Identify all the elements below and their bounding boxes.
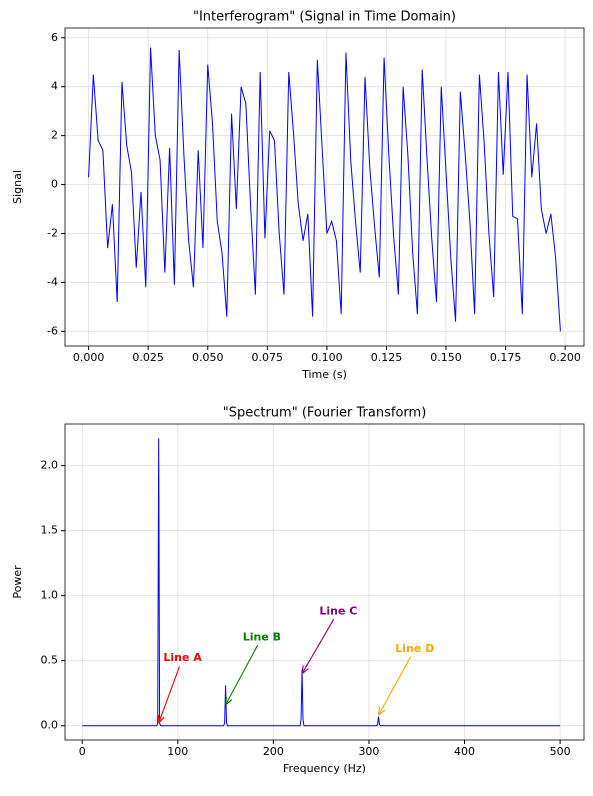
y-tick-label: 4 [51, 80, 58, 93]
signal-line [82, 438, 561, 727]
y-tick-label: 2 [51, 129, 58, 142]
x-tick-label: 0.150 [430, 351, 462, 364]
annotation-arrow [302, 618, 335, 674]
x-tick-label: 0.050 [192, 351, 224, 364]
x-tick-label: 0.175 [490, 351, 522, 364]
x-tick-label: 0.125 [371, 351, 403, 364]
x-tick-label: 200 [263, 745, 284, 758]
x-tick-label: 0.000 [73, 351, 105, 364]
signal-line [88, 47, 561, 332]
annotation-label: Line C [319, 604, 357, 617]
x-tick-label: 0.200 [549, 351, 581, 364]
y-tick-label: 0.0 [41, 719, 59, 732]
x-tick-label: 500 [550, 745, 571, 758]
x-tick-label: 100 [167, 745, 188, 758]
y-tick-label: 2.0 [41, 459, 59, 472]
x-tick-label: 0.100 [311, 351, 343, 364]
annotation-label: Line B [243, 630, 281, 643]
annotation-arrow [159, 666, 180, 724]
y-axis-label: Signal [11, 170, 24, 204]
annotation-arrow [226, 644, 259, 705]
y-tick-label: 1.5 [41, 524, 59, 537]
chart-title: "Interferogram" (Signal in Time Domain) [193, 10, 456, 25]
plot-frame [64, 27, 585, 347]
chart-title: "Spectrum" (Fourier Transform) [223, 406, 427, 421]
x-tick-label: 0.075 [252, 351, 284, 364]
y-axis-label: Power [11, 565, 24, 599]
y-tick-label: -6 [47, 324, 58, 337]
y-tick-label: 0.5 [41, 654, 59, 667]
x-axis-label: Time (s) [301, 368, 347, 381]
annotation-arrow [379, 656, 411, 715]
x-tick-label: 300 [358, 745, 379, 758]
y-tick-label: 1.0 [41, 589, 59, 602]
y-tick-label: -4 [47, 275, 58, 288]
y-tick-label: 0 [51, 178, 58, 191]
plot-frame [64, 423, 585, 741]
y-tick-label: 6 [51, 31, 58, 44]
x-tick-label: 0 [79, 745, 86, 758]
annotation-label: Line D [395, 642, 434, 655]
annotation-label: Line A [163, 651, 202, 664]
x-tick-label: 0.025 [132, 351, 164, 364]
x-tick-label: 400 [454, 745, 475, 758]
y-tick-label: -2 [47, 226, 58, 239]
x-axis-label: Frequency (Hz) [283, 762, 366, 775]
